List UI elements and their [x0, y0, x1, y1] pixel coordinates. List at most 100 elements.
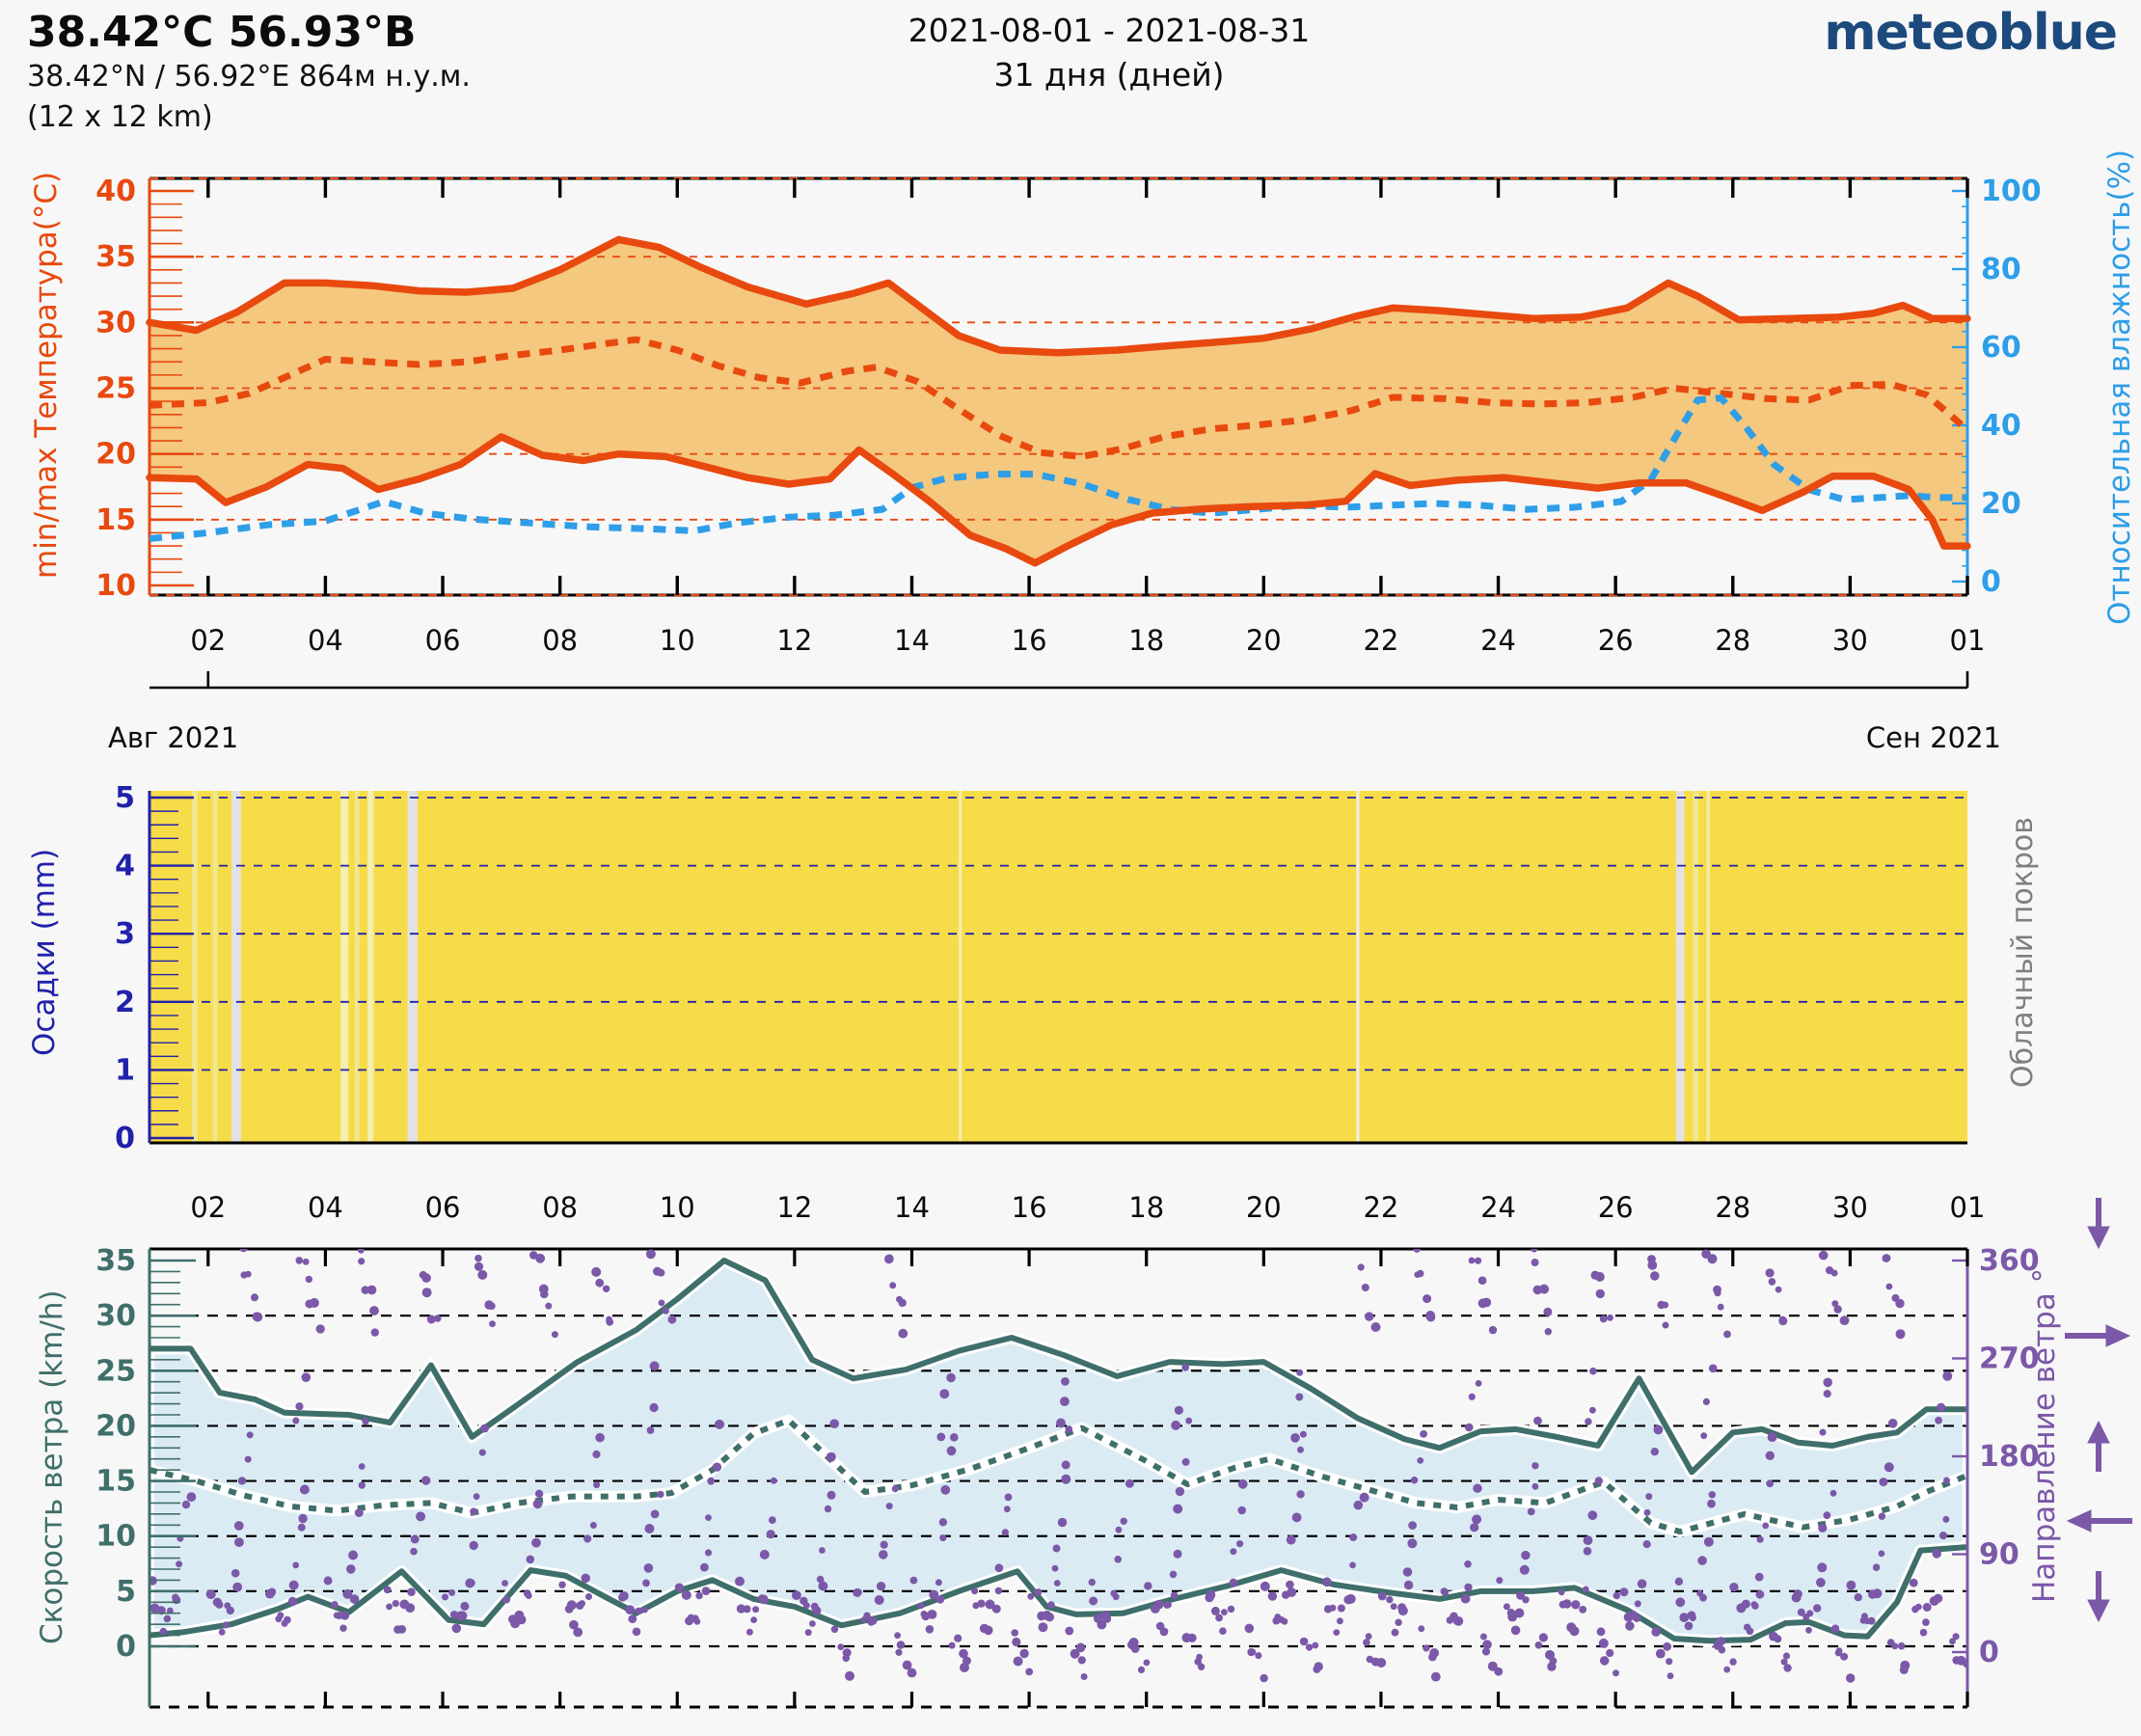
cloud-stripe: [1693, 791, 1698, 1143]
cloud-stripe: [1675, 791, 1685, 1143]
axis-tick-label: 0: [116, 1630, 136, 1664]
axis-tick-label: 0: [1981, 565, 2001, 599]
wind-direction-arrow-down: [2087, 1571, 2110, 1623]
axis-tick-label: 10: [95, 1520, 136, 1554]
axis-tick-label: 3: [115, 917, 135, 951]
temperature-axis-label: min/max Температура(°C): [29, 171, 64, 579]
axis-tick-label: 5: [116, 1575, 136, 1609]
axis-tick-label: 35: [95, 240, 136, 274]
x-tick-label: 06: [425, 624, 461, 657]
x-tick-label: 18: [1128, 1191, 1164, 1224]
wind-speed-axis-label: Скорость ветра (km/h): [35, 1289, 69, 1644]
temperature-chart: 10 15 20 25 30 35 40 0 20 40 60 80 100 02 04 06 08 10 12 14…: [95, 175, 2042, 690]
axis-tick-label: 30: [95, 306, 136, 339]
x-tick-label: 01: [1950, 1191, 1986, 1224]
axis-tick-label: 25: [95, 371, 136, 405]
cloud-cover-axis-label: Облачный покров: [2006, 817, 2040, 1088]
x-tick-label: 16: [1012, 1191, 1047, 1224]
cloud-stripe: [231, 791, 241, 1143]
x-tick-label: 24: [1480, 624, 1516, 657]
cloud-cover-chart: 0 1 2 3 4 5: [115, 781, 1967, 1155]
axis-tick-label: 40: [1981, 409, 2021, 443]
cloud-stripe: [191, 791, 198, 1143]
axis-tick-label: 90: [1979, 1537, 2019, 1571]
x-tick-label: 16: [1012, 624, 1047, 657]
date-range: 2021-08-01 - 2021-08-31: [908, 12, 1311, 49]
grid-resolution: (12 x 12 km): [27, 100, 213, 134]
x-tick-label: 18: [1128, 624, 1164, 657]
x-tick-label: 14: [894, 1191, 930, 1224]
x-tick-label: 12: [776, 1191, 812, 1224]
x-tick-label: 02: [190, 1191, 226, 1224]
x-tick-label: 06: [425, 1191, 461, 1224]
axis-tick-label: 5: [115, 781, 135, 815]
x-tick-label: 01: [1950, 624, 1986, 657]
wind-direction-scatter: [149, 1249, 1967, 1683]
axis-tick-label: 270: [1979, 1342, 2040, 1375]
axis-tick-label: 15: [95, 1465, 136, 1499]
axis-tick-label: 30: [95, 1299, 136, 1333]
axis-tick-label: 35: [95, 1244, 136, 1278]
axis-tick-label: 80: [1981, 253, 2021, 286]
x-tick-label: 08: [542, 624, 578, 657]
wind-direction-arrow-down: [2087, 1198, 2110, 1250]
axis-tick-label: 15: [95, 503, 136, 537]
x-tick-label: 04: [308, 624, 343, 657]
x-tick-label: 02: [190, 624, 226, 657]
x-tick-label: 28: [1715, 624, 1750, 657]
axis-tick-label: 360: [1979, 1244, 2040, 1278]
wind-chart: 02 04 06 08 10 12 14 16 18 20 22 24 26 28 30 01 0 5 10 15 20…: [95, 1191, 2132, 1709]
x-tick-label: 28: [1715, 1191, 1750, 1224]
axis-tick-label: 20: [1981, 487, 2021, 521]
x-tick-label: 30: [1832, 624, 1868, 657]
x-tick-label: 12: [776, 624, 812, 657]
location-coordinates: 38.42°N / 56.92°E 864м н.у.м.: [27, 60, 471, 94]
x-tick-label: 20: [1246, 624, 1282, 657]
axis-tick-label: 60: [1981, 331, 2021, 365]
axis-tick-label: 1: [115, 1053, 135, 1087]
humidity-axis-label: Относительная влажность(%): [2102, 149, 2137, 625]
x-tick-label: 14: [894, 624, 930, 657]
axis-tick-label: 10: [95, 569, 136, 603]
axis-tick-label: 20: [95, 438, 136, 472]
axis-tick-label: 4: [115, 850, 135, 883]
x-tick-label: 20: [1246, 1191, 1282, 1224]
x-tick-label: 30: [1832, 1191, 1868, 1224]
x-tick-label: 22: [1363, 1191, 1398, 1224]
x-tick-label: 08: [542, 1191, 578, 1224]
x-tick-label: 24: [1480, 1191, 1516, 1224]
precipitation-axis-label: Осадки (mm): [27, 848, 62, 1056]
axis-tick-label: 180: [1979, 1440, 2040, 1474]
wind-direction-arrow-right: [2065, 1324, 2131, 1347]
month-label-right: Сен 2021: [1865, 721, 2001, 754]
cloud-stripe: [1356, 791, 1360, 1143]
duration-label: 31 дня (дней): [993, 56, 1225, 94]
axis-tick-label: 0: [115, 1122, 135, 1155]
cloud-stripe: [959, 791, 962, 1143]
cloud-stripe: [1706, 791, 1711, 1143]
axis-tick-label: 2: [115, 986, 135, 1019]
meteoblue-logo: meteoblue: [1824, 4, 2118, 62]
axis-tick-label: 25: [95, 1354, 136, 1388]
axis-tick-label: 0: [1979, 1636, 1999, 1669]
cloud-stripe: [340, 791, 349, 1143]
x-tick-label: 22: [1363, 624, 1398, 657]
axis-tick-label: 40: [95, 175, 136, 208]
wind-direction-arrow-up: [2087, 1420, 2110, 1472]
x-tick-label: 10: [660, 1191, 695, 1224]
cloud-stripe: [212, 791, 218, 1143]
x-tick-label: 10: [660, 624, 695, 657]
wind-direction-axis-label: Направление ветра °: [2027, 1267, 2062, 1603]
cloud-stripe: [354, 791, 360, 1143]
cloud-stripe: [407, 791, 418, 1143]
wind-direction-arrow-left: [2066, 1509, 2132, 1533]
location-title: 38.42°С 56.93°В: [27, 8, 417, 57]
x-tick-label: 26: [1598, 1191, 1634, 1224]
axis-tick-label: 100: [1981, 175, 2042, 208]
cloud-stripe: [367, 791, 374, 1143]
month-label-left: Авг 2021: [108, 721, 239, 754]
x-tick-label: 04: [308, 1191, 343, 1224]
axis-tick-label: 20: [95, 1409, 136, 1443]
